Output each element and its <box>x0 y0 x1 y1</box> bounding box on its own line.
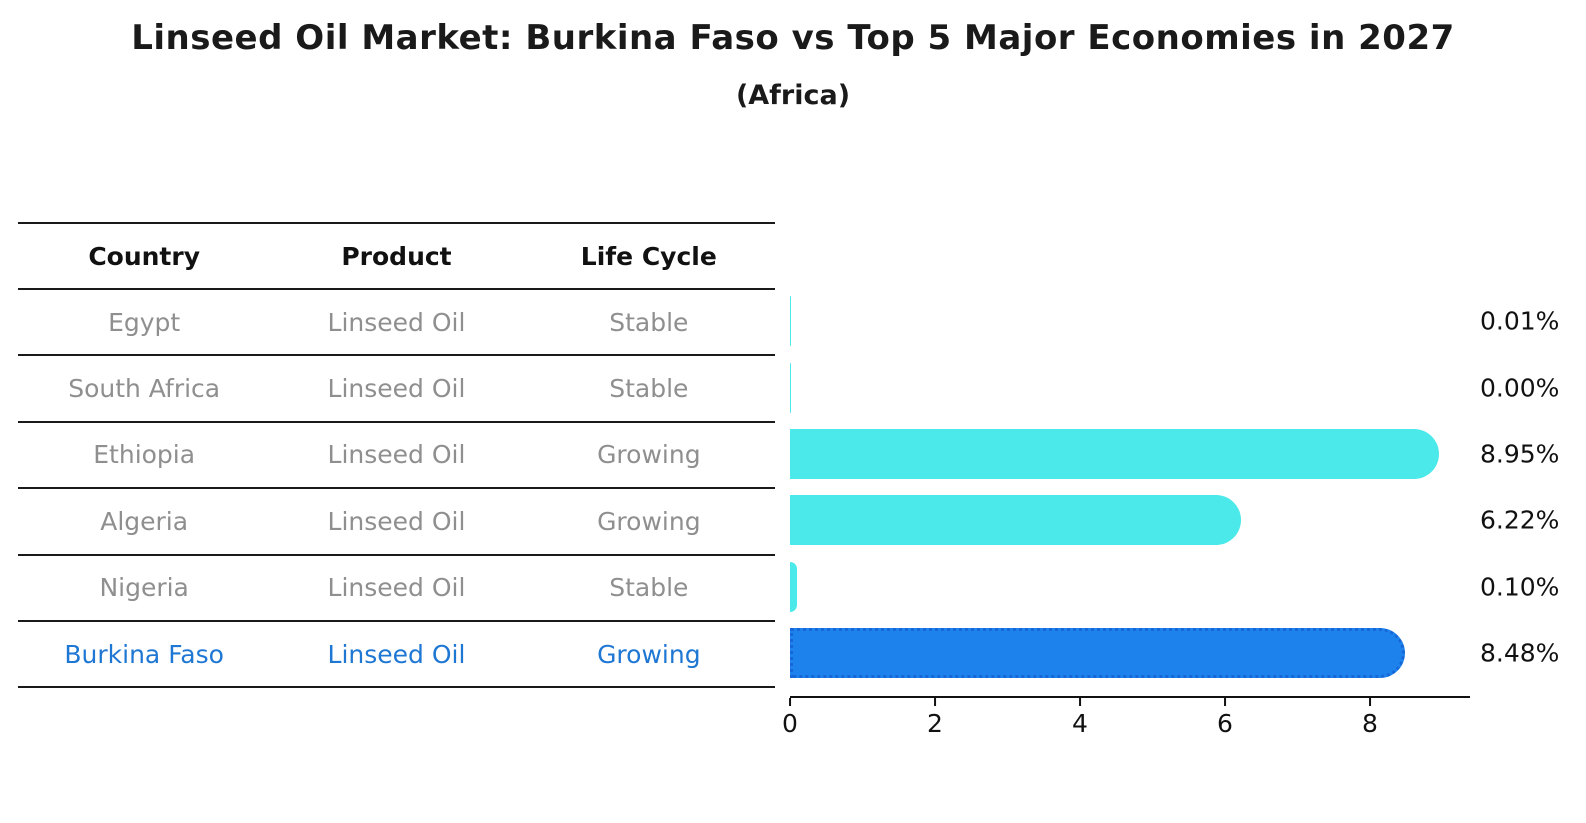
cell-country: Nigeria <box>99 573 189 603</box>
tick-mark <box>1078 698 1081 706</box>
bar-row-nigeria: 0.10% <box>790 554 1586 620</box>
bar-ethiopia <box>790 428 1439 479</box>
tick-label: 0 <box>782 709 798 738</box>
cell-country: Algeria <box>100 506 189 536</box>
column-header-product: Product <box>341 241 452 271</box>
bar-row-egypt: 0.01% <box>790 288 1586 354</box>
cell-country: Egypt <box>108 307 181 337</box>
bar-row-ethiopia: 8.95% <box>790 421 1586 487</box>
bar-burkina-faso-highlighted <box>790 628 1405 679</box>
table-header-row: Country Product Life Cycle <box>18 224 775 290</box>
cell-life-cycle: Stable <box>609 307 689 337</box>
bar-row-south-africa: 0.00% <box>790 354 1586 420</box>
tick-mark <box>1223 698 1226 706</box>
x-tick-6: 6 <box>1217 698 1233 738</box>
cell-life-cycle: Growing <box>597 440 701 470</box>
cell-product: Linseed Oil <box>327 307 466 337</box>
table-row: South Africa Linseed Oil Stable <box>18 356 775 423</box>
column-header-life-cycle: Life Cycle <box>580 241 717 271</box>
bar-value-label: 8.48% <box>1480 638 1560 668</box>
bar-value-label: 8.95% <box>1480 439 1560 469</box>
cell-product: Linseed Oil <box>327 639 466 669</box>
x-axis: 0 2 4 6 8 <box>782 696 1470 738</box>
x-tick-0: 0 <box>782 698 798 738</box>
cell-life-cycle: Stable <box>609 374 689 404</box>
tick-mark <box>933 698 936 706</box>
cell-product: Linseed Oil <box>327 506 466 536</box>
tick-mark <box>1368 698 1371 706</box>
page-title: Linseed Oil Market: Burkina Faso vs Top … <box>131 18 1455 58</box>
cell-life-cycle: Growing <box>597 506 701 536</box>
cell-life-cycle: Stable <box>609 573 689 603</box>
table-row: Egypt Linseed Oil Stable <box>18 290 775 357</box>
tick-label: 4 <box>1072 709 1088 738</box>
bar-chart: 0.01% 0.00% 8.95% 6.22% 0.10% 8.48% <box>790 288 1586 687</box>
x-tick-8: 8 <box>1362 698 1378 738</box>
bar-value-label: 0.01% <box>1480 306 1560 336</box>
cell-product: Linseed Oil <box>327 440 466 470</box>
x-tick-4: 4 <box>1072 698 1088 738</box>
tick-mark <box>789 698 791 706</box>
table-row-highlighted: Burkina Faso Linseed Oil Growing <box>18 622 775 689</box>
table-row: Algeria Linseed Oil Growing <box>18 489 775 556</box>
tick-label: 8 <box>1362 709 1378 738</box>
table-row: Nigeria Linseed Oil Stable <box>18 556 775 622</box>
table-row: Ethiopia Linseed Oil Growing <box>18 423 775 490</box>
x-tick-2: 2 <box>927 698 943 738</box>
cell-country: South Africa <box>68 374 221 404</box>
bar-egypt <box>790 296 791 347</box>
bar-algeria <box>790 495 1241 546</box>
bar-value-label: 0.00% <box>1480 373 1560 403</box>
tick-label: 6 <box>1217 709 1233 738</box>
bar-row-burkina-faso: 8.48% <box>790 620 1586 686</box>
country-table: Country Product Life Cycle Egypt Linseed… <box>18 222 775 689</box>
bar-south-africa <box>790 362 791 413</box>
cell-life-cycle: Growing <box>597 639 701 669</box>
page-subtitle: (Africa) <box>735 80 851 111</box>
bar-value-label: 6.22% <box>1480 505 1560 535</box>
cell-country: Ethiopia <box>93 440 196 470</box>
bar-row-algeria: 6.22% <box>790 487 1586 553</box>
cell-country: Burkina Faso <box>64 639 224 669</box>
bar-nigeria <box>790 561 798 612</box>
column-header-country: Country <box>88 241 201 271</box>
cell-product: Linseed Oil <box>327 573 466 603</box>
tick-label: 2 <box>927 709 943 738</box>
bar-value-label: 0.10% <box>1480 572 1560 602</box>
cell-product: Linseed Oil <box>327 374 466 404</box>
